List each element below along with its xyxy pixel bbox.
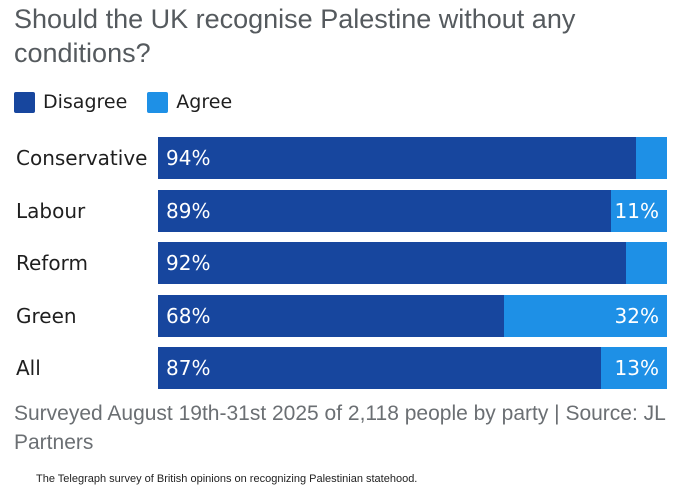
legend-label-disagree: Disagree: [43, 91, 128, 113]
bar-disagree-reform: 92%: [158, 242, 627, 284]
legend-item-agree: Agree: [147, 91, 232, 113]
chart-legend: Disagree Agree: [14, 91, 252, 113]
data-label-disagree-labour: 89%: [166, 199, 211, 223]
legend-swatch-disagree: [14, 91, 35, 113]
bar-disagree-green: 68%: [158, 295, 505, 337]
bar-row-labour: 89% 11%: [158, 190, 667, 232]
data-label-disagree-green: 68%: [166, 304, 211, 328]
image-caption: The Telegraph survey of British opinions…: [36, 473, 418, 485]
data-label-agree-labour: 11%: [614, 199, 659, 223]
legend-label-agree: Agree: [176, 91, 233, 113]
data-label-agree-green: 32%: [614, 304, 659, 328]
category-label-reform: Reform: [16, 251, 88, 275]
bar-row-reform: 92%: [158, 242, 667, 284]
category-label-conservative: Conservative: [16, 146, 148, 170]
category-label-green: Green: [16, 304, 77, 328]
category-label-all: All: [16, 356, 41, 380]
bar-agree-labour: 11%: [611, 190, 667, 232]
bar-agree-all: 13%: [600, 347, 667, 389]
bar-row-all: 87% 13%: [158, 347, 667, 389]
stacked-bar-chart: Conservative 94% Labour 89% 11% Reform 92% Gree…: [16, 137, 667, 389]
chart-footer-source: Surveyed August 19th-31st 2025 of 2,118 …: [14, 402, 666, 454]
bar-agree-reform: [626, 242, 667, 284]
bar-agree-green: 32%: [504, 295, 667, 337]
legend-item-disagree: Disagree: [14, 91, 127, 113]
bar-disagree-conservative: 94%: [158, 137, 637, 179]
bar-disagree-labour: 89%: [158, 190, 611, 232]
bar-row-green: 68% 32%: [158, 295, 667, 337]
data-label-agree-all: 13%: [614, 356, 659, 380]
legend-swatch-agree: [147, 91, 169, 113]
bar-disagree-all: 87%: [158, 347, 601, 389]
data-label-disagree-reform: 92%: [166, 251, 211, 275]
category-label-labour: Labour: [16, 199, 86, 223]
data-label-disagree-conservative: 94%: [166, 146, 211, 170]
chart-title: Should the UK recognise Palestine withou…: [14, 4, 576, 68]
data-label-disagree-all: 87%: [166, 356, 211, 380]
bar-row-conservative: 94%: [158, 137, 667, 179]
bar-agree-conservative: [636, 137, 667, 179]
